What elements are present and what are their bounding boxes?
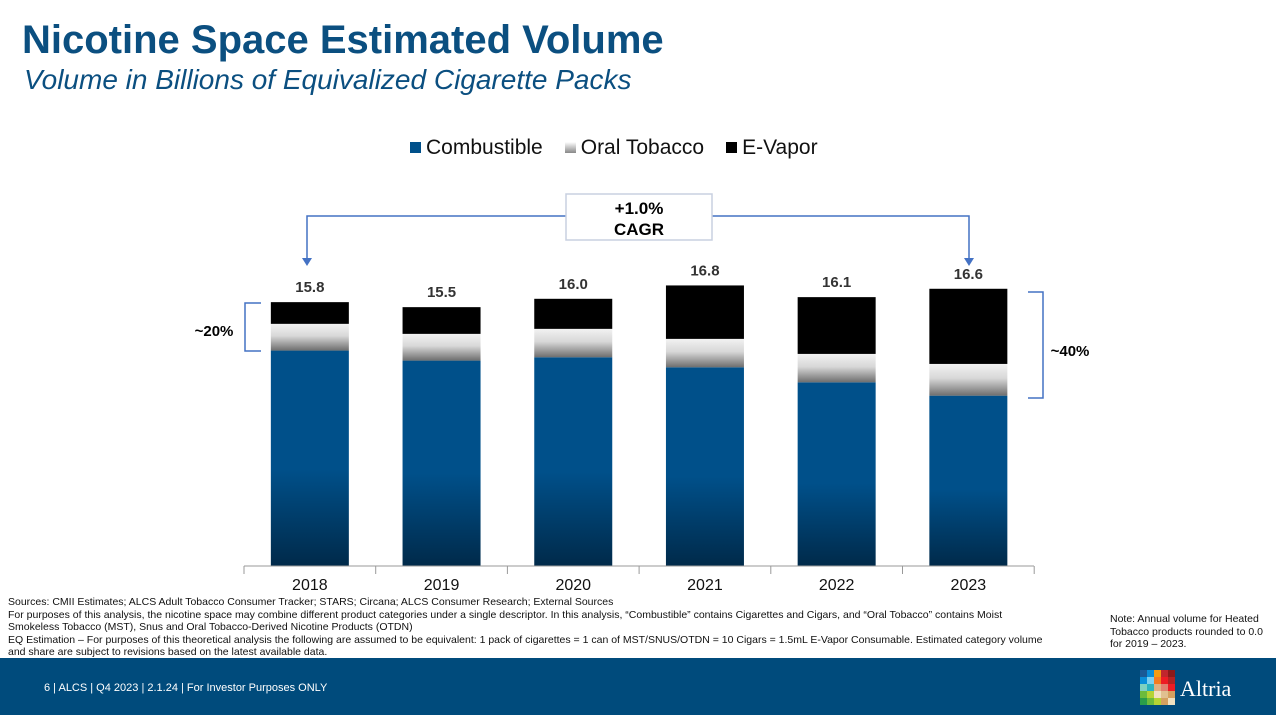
logo-tile [1147,684,1154,691]
bar-oral-tobacco-2020 [534,328,613,358]
chart-legend: Combustible Oral Tobacco E-Vapor [410,136,818,160]
x-tick-label-2018: 2018 [292,577,328,594]
share-2018-label: ~20% [195,323,234,340]
legend-item-e-vapor: E-Vapor [726,136,818,160]
legend-item-combustible: Combustible [410,136,543,160]
bar-e-vapor-2019 [402,307,481,334]
legend-label: E-Vapor [742,136,818,159]
cagr-box [565,193,713,241]
x-tick-label-2019: 2019 [424,577,460,594]
sources-line: EQ Estimation – For purposes of this the… [8,633,1043,659]
logo-tile [1161,698,1168,705]
legend-label: Oral Tobacco [580,136,705,159]
logo-tile [1140,691,1147,698]
x-tick-label-2023: 2023 [951,577,987,594]
share-2023-label: ~40% [1051,343,1090,360]
logo-tile [1140,670,1147,677]
total-label-2022: 16.1 [822,274,851,291]
total-label-2021: 16.8 [690,262,719,279]
logo-tile [1154,677,1161,684]
logo-tile [1168,684,1175,691]
bar-e-vapor-2020 [534,298,613,329]
logo-tile [1140,677,1147,684]
page-title: Nicotine Space Estimated Volume [22,18,664,62]
legend-item-oral-tobacco: Oral Tobacco [564,136,705,160]
total-label-2019: 15.5 [427,284,456,301]
bar-combustible-2021 [665,367,744,566]
note-text: Note: Annual volume for Heated Tobacco p… [1110,613,1263,650]
logo-tile [1147,698,1154,705]
footer-bar: 6 | ALCS | Q4 2023 | 2.1.24 | For Invest… [0,658,1276,715]
legend-label: Combustible [426,136,543,159]
bar-oral-tobacco-2018 [270,323,349,351]
legend-swatch [564,142,576,153]
bar-e-vapor-2023 [929,288,1008,364]
logo-tile [1147,691,1154,698]
bar-oral-tobacco-2021 [665,338,744,368]
cagr-connector [306,215,970,262]
logo-tile [1154,684,1161,691]
bar-e-vapor-2021 [665,285,744,339]
logo-tile [1140,698,1147,705]
logo-tile [1161,677,1168,684]
logo-tile [1154,691,1161,698]
total-label-2018: 15.8 [295,279,324,296]
bar-e-vapor-2018 [270,302,349,324]
logo-tile [1161,684,1168,691]
bar-oral-tobacco-2019 [402,333,481,361]
logo-tile [1161,691,1168,698]
logo-tile [1140,684,1147,691]
total-label-2023: 16.6 [954,266,983,283]
bracket-2023 [1028,291,1044,399]
legend-swatch [410,142,421,153]
x-tick-label-2022: 2022 [819,577,855,594]
bar-oral-tobacco-2022 [797,353,876,383]
cagr-value: +1.0% [615,199,664,218]
bar-e-vapor-2022 [797,297,876,354]
brand-name: Altria [1180,676,1232,701]
total-label-2020: 16.0 [559,276,588,293]
x-tick-label-2020: 2020 [555,577,591,594]
logo-tile [1147,670,1154,677]
logo-tile [1147,677,1154,684]
altria-logo-icon [1140,670,1175,705]
sources-line: For purposes of this analysis, the nicot… [8,608,1003,634]
x-tick-label-2021: 2021 [687,577,723,594]
bar-oral-tobacco-2023 [929,363,1008,396]
cagr-label: CAGR [614,220,664,239]
bar-combustible-2023 [929,395,1008,566]
logo-tile [1168,670,1175,677]
logo-tile [1154,698,1161,705]
bar-combustible-2020 [534,357,613,566]
bracket-2018 [244,302,261,352]
footer-text: 6 | ALCS | Q4 2023 | 2.1.24 | For Invest… [44,682,328,694]
arrow-down-icon [302,258,312,266]
logo-tile [1168,677,1175,684]
sources-line: Sources: CMII Estimates; ALCS Adult Toba… [8,596,614,608]
arrow-down-icon [964,258,974,266]
logo-tile [1168,691,1175,698]
bar-combustible-2018 [270,350,349,566]
legend-swatch [726,142,738,153]
page-subtitle: Volume in Billions of Equivalized Cigare… [24,64,632,95]
logo-tile [1161,670,1168,677]
bar-combustible-2022 [797,382,876,566]
sources-text: Sources: CMII Estimates; ALCS Adult Toba… [8,596,1048,659]
logo-tile [1154,670,1161,677]
logo-tile [1168,698,1175,705]
bar-combustible-2019 [402,360,481,566]
